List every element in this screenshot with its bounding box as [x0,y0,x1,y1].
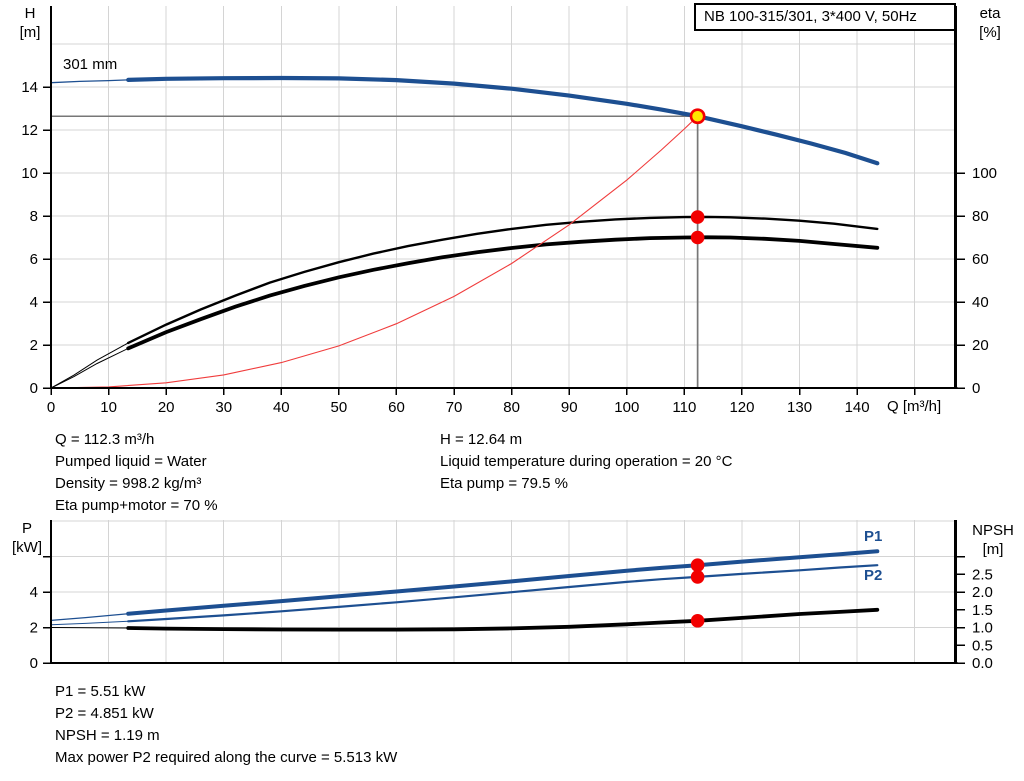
axis-tick-label: 12 [21,122,38,139]
npsh-axis-unit-line1: NPSH [972,522,1014,539]
eta-pump-motor-curve-thin [50,236,878,389]
p-axis-unit-line1: P [21,520,32,537]
npsh-curve [126,607,880,632]
npsh-curve-thin [50,609,878,631]
system-curve-thin [50,115,698,389]
axis-tick-label: 20 [972,337,989,354]
npsh-axis-unit-line2: [m] [982,541,1004,558]
axis-tick-label: 60 [388,399,405,416]
info-line: Liquid temperature during operation = 20… [440,453,733,470]
p2-curve [127,564,879,623]
axis-tick-label: 6 [30,251,38,268]
axis-tick-label: 40 [273,399,290,416]
axis-tick-label: 2.0 [972,584,993,601]
eta-pump-motor-curve [126,235,880,351]
axis-tick-label: 70 [446,399,463,416]
axis-tick-label: 10 [21,165,38,182]
operating-point-info-right: H = 12.64 m Liquid temperature during op… [440,429,732,495]
axis-tick-label: 20 [158,399,175,416]
info-line: Max power P2 required along the curve = … [55,749,398,766]
h-axis-unit-line2: [m] [19,24,41,41]
curve-value-marker [690,558,705,572]
curve-value-marker [690,613,705,628]
axis-tick-label: 90 [561,399,578,416]
curve-value-marker [690,230,705,245]
axis-tick-label: 1.0 [972,620,993,637]
axis-tick-label: 80 [503,399,520,416]
p2-curve-label: P2 [864,567,883,584]
axis-tick-label: 80 [972,208,989,225]
axis-tick-label: 0 [30,380,38,397]
info-line: Eta pump+motor = 70 % [55,497,218,514]
eta-axis-unit: eta [%] [968,4,1012,42]
axis-tick-label: 110 [672,399,696,416]
curve-value-marker [690,570,705,584]
curve-value-marker [690,210,705,224]
info-line: Q = 112.3 m³/h [55,431,155,448]
axis-tick-label: 14 [21,79,38,96]
axis-tick-label: 100 [972,165,997,182]
axis-tick-label: 10 [100,399,117,416]
axis-tick-label: 0.5 [972,637,993,654]
info-line: NPSH = 1.19 m [55,727,160,744]
axis-tick-label: 0 [47,399,55,416]
axis-tick-label: 1.5 [972,602,993,619]
p-axis-unit: P [kW] [6,519,48,557]
axis-tick-label: 130 [787,399,812,416]
info-line: Density = 998.2 kg/m³ [55,475,202,492]
axis-tick-label: 100 [614,399,639,416]
axis-tick-label: 2 [30,337,38,354]
info-line: Eta pump = 79.5 % [440,475,568,492]
duty-point-marker [689,108,706,125]
axis-tick-label: 4 [30,584,38,601]
info-line: H = 12.64 m [440,431,523,448]
eta-pump-curve [126,215,879,345]
axis-tick-label: 140 [845,399,870,416]
axis-tick-label: 8 [30,208,38,225]
axis-tick-label: 60 [972,251,989,268]
axis-tick-label: 0.0 [972,655,993,672]
npsh-axis-unit: NPSH [m] [964,521,1022,559]
axis-tick-label: 30 [215,399,232,416]
axis-tick-label: 40 [972,294,989,311]
p1-curve-label: P1 [864,528,883,545]
axis-tick-label: 2.5 [972,566,993,583]
p-axis-unit-line2: [kW] [12,539,42,556]
info-line: P1 = 5.51 kW [55,683,146,700]
h-axis-unit: H [m] [10,4,50,42]
axis-tick-label: 2 [30,620,38,637]
info-line: P2 = 4.851 kW [55,705,154,722]
eta-axis-unit-line2: [%] [979,24,1001,41]
pump-curve-301mm [126,75,880,166]
axis-tick-label: 0 [30,655,38,672]
eta-axis-unit-line1: eta [979,5,1001,22]
power-npsh-chart: 0 2 4 0.00.51.01.52.02.5 [30,520,993,672]
pump-title-box: NB 100-315/301, 3*400 V, 50Hz [694,3,956,31]
axis-tick-label: 0 [972,380,980,397]
operating-point-info-left: Q = 112.3 m³/h Pumped liquid = Water Den… [55,429,218,517]
p1-curve [126,549,880,616]
pump-curve-301mm-thin [50,77,878,164]
impeller-diameter-label: 301 mm [63,56,118,73]
axis-tick-label: 4 [30,294,38,311]
axis-tick-label: 120 [729,399,754,416]
info-line: Pumped liquid = Water [55,453,207,470]
h-axis-unit-line1: H [24,5,36,22]
axis-tick-label: 50 [331,399,348,416]
power-info: P1 = 5.51 kW P2 = 4.851 kW NPSH = 1.19 m… [55,681,397,769]
q-axis-unit: Q [m³/h] [887,398,942,415]
